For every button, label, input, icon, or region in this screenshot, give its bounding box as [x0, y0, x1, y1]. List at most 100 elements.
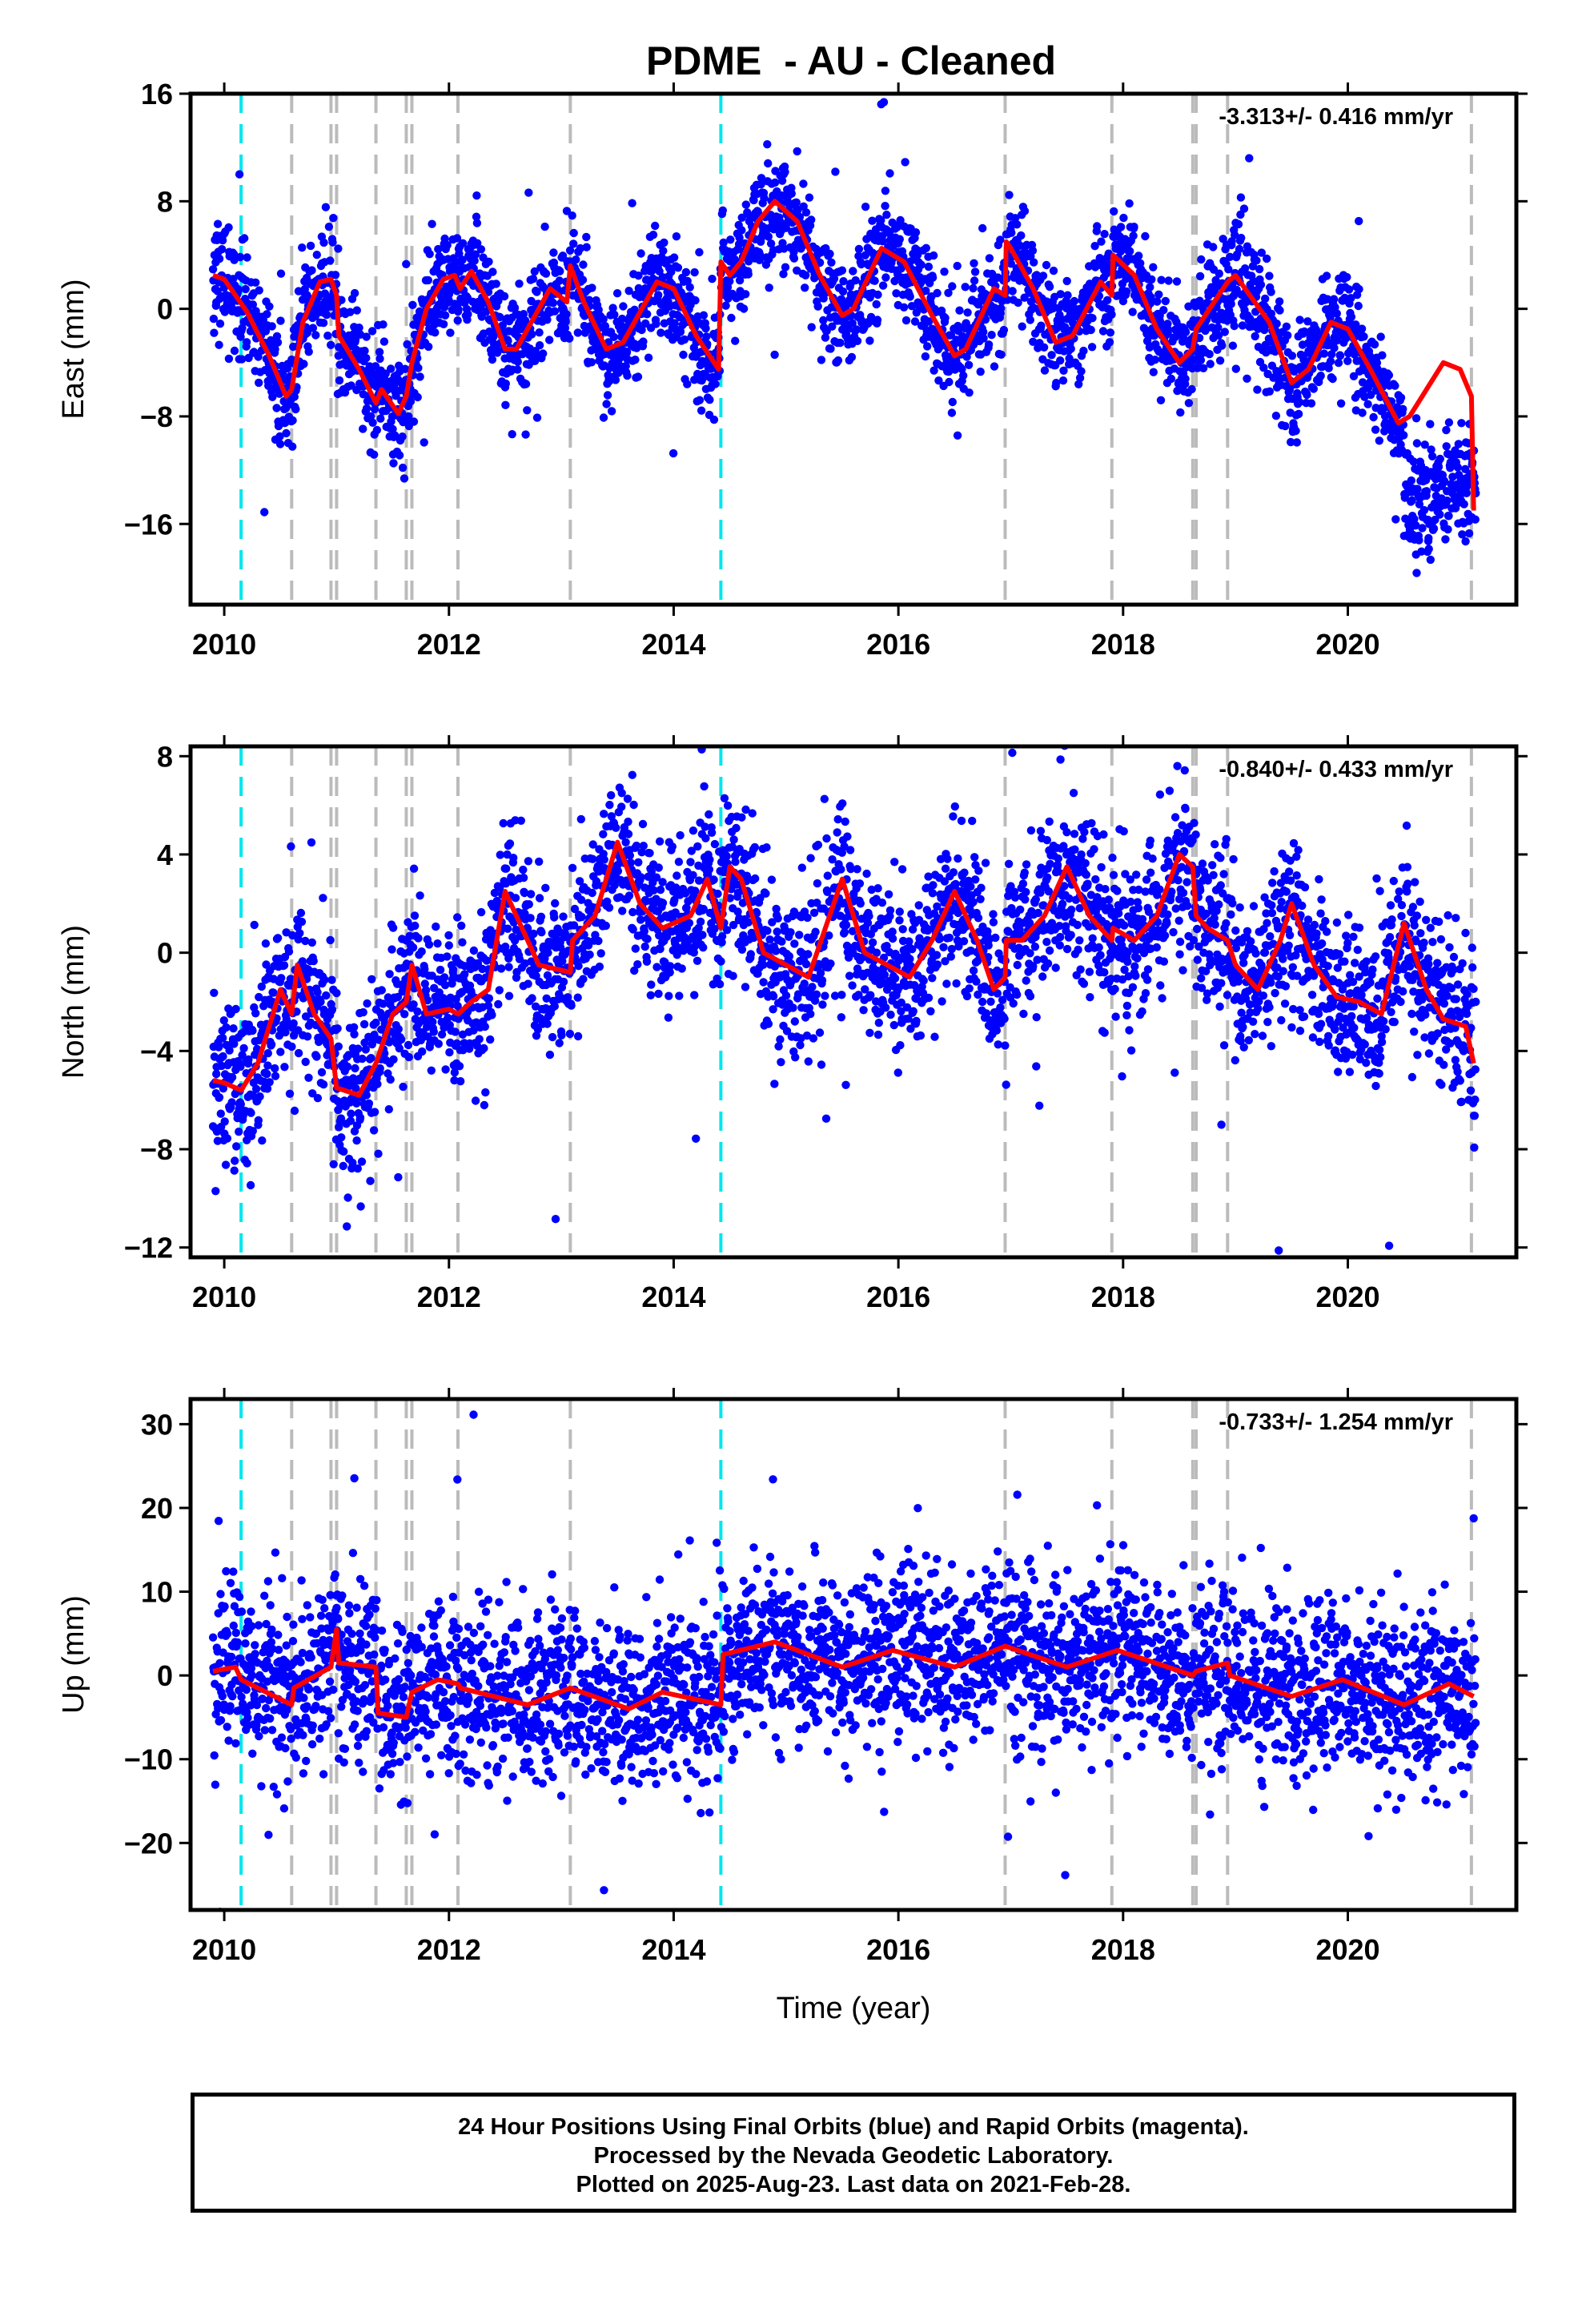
data-point [652, 963, 661, 971]
data-point [495, 986, 504, 995]
data-point [1017, 231, 1026, 240]
data-point [299, 360, 308, 368]
data-point [406, 397, 416, 406]
data-point [469, 946, 479, 955]
data-point [701, 324, 710, 333]
data-point [1462, 489, 1472, 497]
data-point [511, 894, 520, 903]
data-point [617, 802, 626, 811]
data-point [645, 849, 654, 858]
data-point [1424, 533, 1433, 543]
data-point [263, 310, 271, 319]
data-point [493, 347, 502, 356]
data-point [352, 306, 361, 315]
data-point [400, 474, 409, 483]
data-point [955, 306, 964, 315]
data-point [879, 98, 889, 107]
data-point [1349, 372, 1359, 380]
data-point [1333, 336, 1342, 345]
data-point [215, 1043, 223, 1051]
data-point [551, 1215, 560, 1224]
data-point [409, 864, 419, 873]
data-point [472, 191, 481, 200]
data-point [1359, 332, 1368, 341]
data-point [729, 971, 737, 980]
data-point [851, 275, 860, 285]
data-point [656, 328, 665, 337]
data-point [231, 1004, 240, 1014]
data-point [307, 938, 316, 947]
data-point [985, 254, 994, 263]
data-point [384, 1105, 393, 1114]
data-point [235, 1128, 243, 1136]
data-point [1330, 344, 1339, 352]
data-point [343, 1062, 352, 1072]
data-point [624, 830, 633, 838]
data-point [829, 274, 839, 283]
data-point [1407, 476, 1416, 485]
data-point [369, 1126, 379, 1135]
data-point [1171, 332, 1180, 341]
data-point [251, 1084, 261, 1094]
data-point [1344, 285, 1354, 294]
data-point [701, 834, 710, 842]
data-point [377, 986, 386, 995]
data-point [535, 894, 544, 903]
data-point [667, 267, 676, 276]
data-point [573, 993, 582, 1002]
data-point [309, 956, 318, 966]
data-point [1211, 275, 1220, 285]
data-point [777, 176, 787, 185]
data-point [1184, 399, 1194, 408]
data-point [367, 975, 376, 984]
data-point [631, 356, 640, 364]
data-point [1020, 207, 1030, 215]
data-point [1110, 207, 1118, 216]
data-point [391, 392, 400, 400]
data-point [1026, 316, 1035, 324]
data-point [897, 264, 905, 273]
data-point [536, 912, 546, 922]
data-point [502, 864, 511, 873]
data-point [255, 1092, 264, 1101]
data-point [1335, 352, 1345, 360]
data-point [329, 1160, 338, 1169]
data-point [351, 1063, 359, 1073]
data-point [1134, 251, 1143, 260]
data-point [282, 428, 291, 438]
data-point [367, 1054, 375, 1063]
data-point [555, 1039, 564, 1047]
data-point [864, 319, 873, 328]
data-point [779, 270, 788, 279]
data-point [881, 202, 889, 211]
data-point [363, 999, 371, 1008]
data-point [1013, 220, 1022, 229]
data-point [523, 406, 532, 415]
data-point [610, 310, 619, 320]
data-point [441, 1065, 450, 1074]
plot-frame [188, 91, 1519, 607]
data-point [801, 271, 810, 279]
data-point [660, 238, 669, 247]
data-point [1150, 356, 1160, 364]
data-point [268, 392, 277, 401]
data-point [1214, 323, 1223, 332]
data-point [1147, 275, 1156, 284]
data-point [799, 179, 808, 188]
data-point [825, 249, 834, 259]
data-point [1376, 332, 1385, 341]
data-point [271, 1072, 280, 1080]
data-point [634, 858, 643, 867]
data-point [729, 835, 738, 844]
data-point [1146, 283, 1154, 292]
data-point [633, 372, 643, 381]
data-point [291, 404, 300, 414]
data-point [1093, 222, 1102, 231]
data-point [760, 194, 769, 203]
data-point [558, 251, 568, 260]
data-point [617, 314, 627, 324]
data-point [737, 226, 746, 235]
data-point [611, 376, 620, 384]
data-point [1303, 317, 1312, 326]
data-point [458, 255, 467, 264]
